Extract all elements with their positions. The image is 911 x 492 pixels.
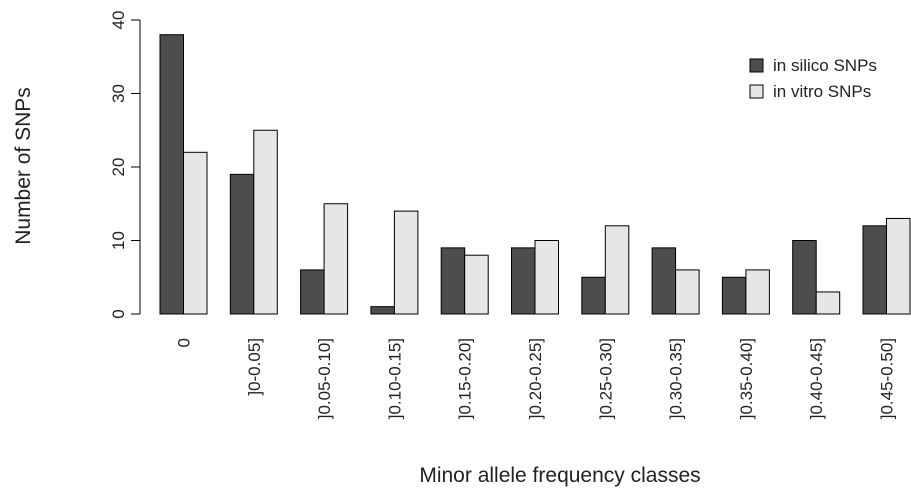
bar-in-vitro <box>886 217 911 315</box>
bars-group <box>159 34 911 315</box>
legend-label: in silico SNPs <box>773 56 877 75</box>
bar-in-silico <box>721 276 747 315</box>
x-tick-label: 0 <box>175 338 194 347</box>
y-axis-title: Number of SNPs <box>12 87 35 245</box>
x-tick-label: ]0.25-0.30] <box>596 338 615 419</box>
x-tick-label: ]0.45-0.50] <box>878 338 897 419</box>
y-axis: 0 10 20 30 40 <box>109 11 141 319</box>
x-tick-label: ]0-0.05] <box>245 338 264 396</box>
y-tick-label: 30 <box>109 84 128 103</box>
x-tick-label: ]0.30-0.35] <box>667 338 686 419</box>
bar-in-silico <box>651 247 677 315</box>
y-tick-label: 0 <box>109 309 128 318</box>
x-tick-label: ]0.35-0.40] <box>737 338 756 419</box>
bar-in-vitro <box>815 291 841 315</box>
bar-in-silico <box>440 247 466 315</box>
bar-in-silico <box>370 306 395 315</box>
x-tick-label: ]0.10-0.15] <box>385 338 404 419</box>
bar-in-silico <box>229 173 255 315</box>
bar-in-vitro <box>675 269 700 315</box>
bar-in-vitro <box>534 240 559 315</box>
bar-in-vitro <box>604 225 630 315</box>
bar-in-vitro <box>183 151 208 315</box>
legend-label: in vitro SNPs <box>773 82 871 101</box>
x-tick-label: ]0.40-0.45] <box>807 338 826 419</box>
y-tick-label: 20 <box>109 158 128 177</box>
bar-in-vitro <box>323 203 349 315</box>
bar-in-silico <box>581 276 606 315</box>
bar-in-silico <box>792 240 817 315</box>
y-tick-label: 40 <box>109 11 128 30</box>
bar-in-silico <box>159 34 184 315</box>
x-tick-label: ]0.15-0.20] <box>456 338 475 419</box>
bar-in-vitro <box>745 269 770 315</box>
x-tick-label: ]0.20-0.25] <box>526 338 545 419</box>
bar-in-silico <box>862 225 887 315</box>
legend-swatch <box>749 84 764 99</box>
x-axis-title: Minor allele frequency classes <box>419 464 700 487</box>
x-tick-label: ]0.05-0.10] <box>315 338 334 419</box>
bar-in-silico <box>511 247 536 315</box>
legend-swatch <box>749 58 764 73</box>
y-tick-label: 10 <box>109 231 128 250</box>
bar-in-vitro <box>464 254 489 315</box>
bar-in-silico <box>300 269 325 315</box>
bar-in-vitro <box>393 210 419 315</box>
x-tick-labels: 0 ]0-0.05] ]0.05-0.10] ]0.10-0.15] ]0.15-0.2… <box>175 338 897 419</box>
legend: in silico SNPs in vitro SNPs <box>749 56 877 101</box>
bar-in-vitro <box>253 129 278 315</box>
